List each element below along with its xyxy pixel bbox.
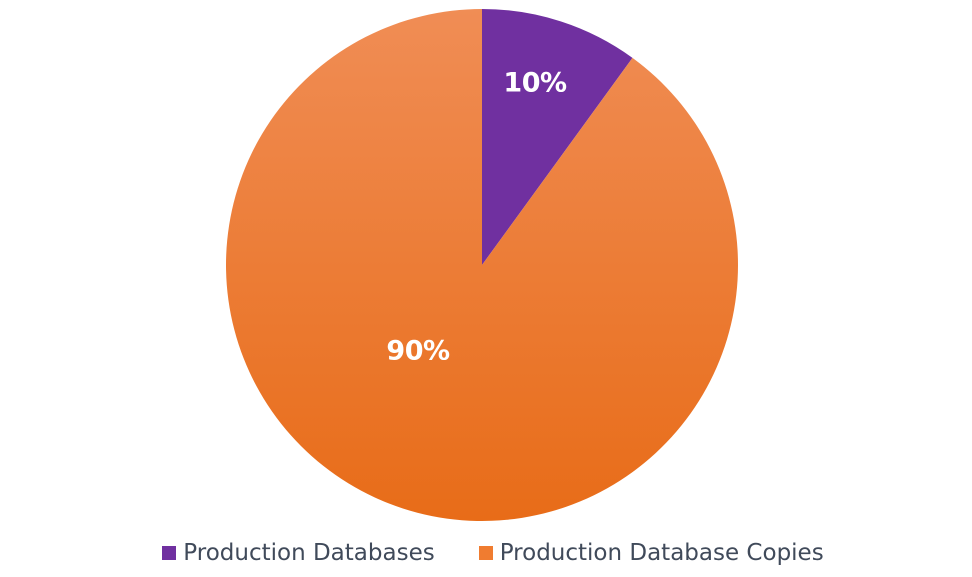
slice-production-database-copies bbox=[225, 9, 738, 521]
legend-label: Production Databases bbox=[183, 540, 435, 566]
legend: Production Databases Production Database… bbox=[0, 540, 972, 566]
slice-production-databases bbox=[482, 9, 633, 265]
legend-swatch-purple bbox=[162, 546, 177, 560]
legend-swatch-orange bbox=[478, 546, 493, 560]
slice-label-production-database-copies: 90% bbox=[386, 335, 450, 367]
pie-chart bbox=[225, 9, 738, 521]
legend-item-production-database-copies: Production Database Copies bbox=[478, 540, 824, 566]
legend-label: Production Database Copies bbox=[499, 540, 824, 566]
legend-item-production-databases: Production Databases bbox=[162, 540, 435, 566]
slice-label-production-databases: 10% bbox=[503, 67, 567, 99]
